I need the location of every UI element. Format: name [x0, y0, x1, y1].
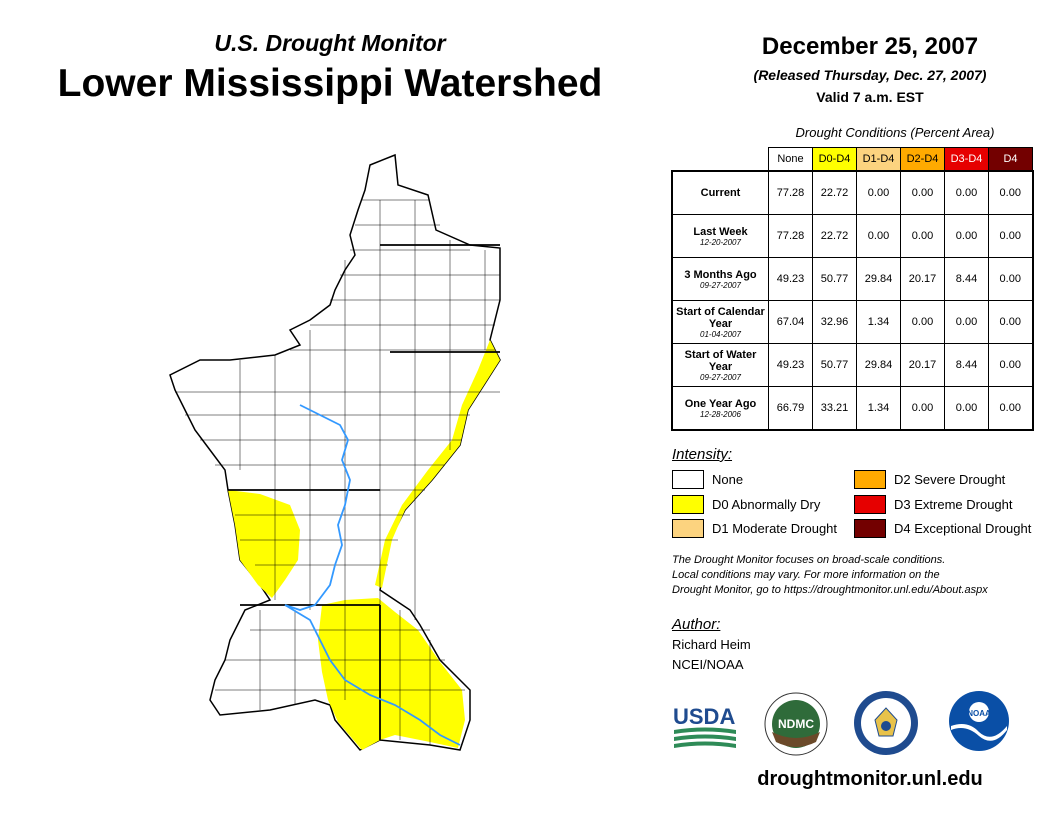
col-header: D0-D4: [812, 147, 857, 172]
table-cell: 29.84: [856, 343, 901, 387]
row-label: Start of Calendar Year 01-04-2007: [671, 300, 769, 344]
state-boundaries: [228, 244, 500, 740]
table-cell: 22.72: [812, 214, 857, 258]
table-cell: 50.77: [812, 343, 857, 387]
legend-item-none: None: [672, 470, 743, 489]
table-row: Start of Water Year 09-27-2007 49.23 50.77 2…: [671, 343, 1033, 387]
table-cell: 20.17: [900, 343, 945, 387]
table-cell: 29.84: [856, 257, 901, 301]
row-label: One Year Ago 12-28-2006: [671, 386, 769, 431]
row-label: Last Week 12-20-2007: [671, 214, 769, 258]
watershed-map: [169, 153, 501, 751]
table-cell: 0.00: [944, 214, 989, 258]
table-cell: 0.00: [988, 343, 1033, 387]
table-cell: 8.44: [944, 257, 989, 301]
table-cell: 0.00: [988, 214, 1033, 258]
map-subtitle: U.S. Drought Monitor: [214, 30, 446, 56]
legend-item-d2: D2 Severe Drought: [854, 470, 1005, 489]
site-url[interactable]: droughtmonitor.unl.edu: [757, 768, 983, 790]
map-date: December 25, 2007: [761, 33, 979, 60]
table-cell: 0.00: [988, 386, 1033, 431]
author-name: Richard Heim: [672, 637, 751, 652]
drought-conditions-table: None D0-D4 D1-D4 D2-D4 D3-D4 D4 Current 7…: [671, 147, 1034, 431]
table-cell: 50.77: [812, 257, 857, 301]
table-cell: 1.34: [856, 386, 901, 431]
d0-area-louisiana: [318, 598, 465, 750]
svg-text:NOAA: NOAA: [967, 709, 991, 718]
table-cell: 0.00: [900, 386, 945, 431]
table-cell: 0.00: [988, 300, 1033, 344]
table-row: One Year Ago 12-28-2006 66.79 33.21 1.34 0.00…: [671, 386, 1033, 431]
author-org: NCEI/NOAA: [672, 657, 744, 672]
table-cell: 0.00: [944, 386, 989, 431]
table-cell: 0.00: [944, 170, 989, 215]
row-label: Start of Water Year 09-27-2007: [671, 343, 769, 387]
legend-item-d3: D3 Extreme Drought: [854, 495, 1013, 514]
col-header: None: [768, 147, 813, 172]
valid-time: Valid 7 a.m. EST: [816, 89, 924, 105]
col-header: D2-D4: [900, 147, 945, 172]
table-cell: 66.79: [768, 386, 813, 431]
noaa-logo: NOAA: [949, 691, 1009, 751]
release-date: (Released Thursday, Dec. 27, 2007): [753, 67, 987, 83]
legend-item-d4: D4 Exceptional Drought: [854, 519, 1031, 538]
d0-area-arkansas: [228, 490, 300, 598]
table-cell: 49.23: [768, 343, 813, 387]
table-cell: 77.28: [768, 170, 813, 215]
disclaimer-note: The Drought Monitor focuses on broad-sca…: [672, 554, 988, 596]
row-label: 3 Months Ago 09-27-2007: [671, 257, 769, 301]
usda-logo: USDA: [673, 704, 736, 748]
commerce-seal-logo: [854, 691, 918, 755]
col-header: D1-D4: [856, 147, 901, 172]
table-caption: Drought Conditions (Percent Area): [795, 125, 995, 140]
row-label: Current: [671, 170, 769, 215]
table-cell: 0.00: [988, 257, 1033, 301]
watershed-outline: [169, 153, 501, 751]
table-cell: 33.21: [812, 386, 857, 431]
table-cell: 22.72: [812, 170, 857, 215]
legend-item-d0: D0 Abnormally Dry: [672, 495, 820, 514]
svg-text:NDMC: NDMC: [778, 717, 814, 731]
legend-label: Intensity:: [672, 446, 733, 463]
table-row: Start of Calendar Year 01-04-2007 67.04 32.…: [671, 300, 1033, 344]
author-label: Author:: [672, 616, 721, 633]
table-cell: 0.00: [900, 300, 945, 344]
table-cell: 0.00: [988, 170, 1033, 215]
table-cell: 0.00: [900, 214, 945, 258]
ndmc-logo: NDMC: [764, 692, 828, 756]
table-row: Last Week 12-20-2007 77.28 22.72 0.00 0.00 0.0…: [671, 214, 1033, 258]
legend-item-d1: D1 Moderate Drought: [672, 519, 837, 538]
svg-text:USDA: USDA: [673, 704, 735, 729]
table-cell: 0.00: [900, 170, 945, 215]
table-cell: 77.28: [768, 214, 813, 258]
county-boundaries: [175, 199, 500, 745]
table-cell: 0.00: [856, 214, 901, 258]
col-header: D3-D4: [944, 147, 989, 172]
col-header: D4: [988, 147, 1033, 172]
table-row: Current 77.28 22.72 0.00 0.00 0.00 0.00: [671, 170, 1033, 215]
table-cell: 49.23: [768, 257, 813, 301]
table-row: 3 Months Ago 09-27-2007 49.23 50.77 29.84 20.…: [671, 257, 1033, 301]
table-cell: 1.34: [856, 300, 901, 344]
table-cell: 8.44: [944, 343, 989, 387]
table-cell: 0.00: [856, 170, 901, 215]
d0-area-east: [375, 340, 500, 588]
table-cell: 67.04: [768, 300, 813, 344]
table-cell: 0.00: [944, 300, 989, 344]
table-cell: 32.96: [812, 300, 857, 344]
mississippi-river: [284, 404, 461, 746]
table-cell: 20.17: [900, 257, 945, 301]
map-title: Lower Mississippi Watershed: [57, 62, 603, 105]
